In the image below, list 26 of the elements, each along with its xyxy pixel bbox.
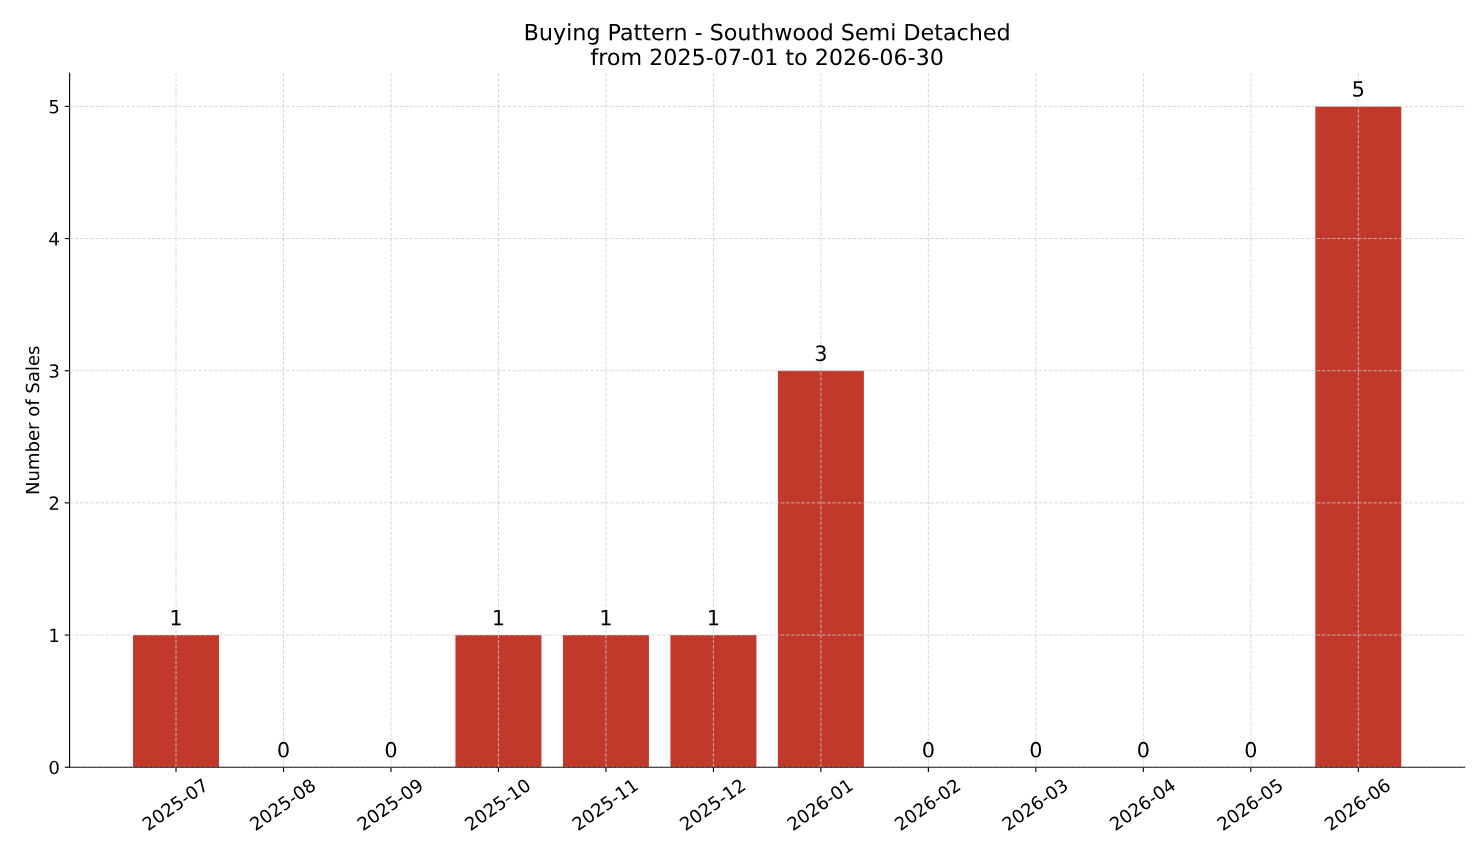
data-label: 3 [815, 345, 826, 362]
data-label: 1 [709, 609, 719, 626]
y-tick-label: 4 [49, 232, 59, 246]
chart-title: Buying Pattern - Southwood Semi Detached from 2025-07-01 to 2026-06-30 [525, 23, 1009, 66]
data-label: 0 [385, 741, 397, 758]
bar [455, 635, 542, 768]
bar [133, 635, 220, 768]
data-label: 5 [1353, 81, 1364, 97]
data-label: 1 [601, 609, 611, 626]
data-label: 1 [494, 609, 504, 626]
bar [670, 635, 757, 768]
data-label: 0 [1245, 741, 1257, 758]
y-tick-label: 0 [49, 760, 59, 775]
data-label: 0 [1138, 741, 1149, 758]
y-tick-label: 2 [49, 496, 59, 510]
data-label: 1 [171, 609, 181, 626]
bar [777, 370, 864, 768]
bar [1315, 106, 1402, 768]
y-axis-title: Number of Sales [25, 346, 40, 494]
data-label: 0 [1030, 741, 1042, 758]
y-tick-label: 5 [49, 100, 59, 114]
y-tick-label: 3 [49, 364, 59, 378]
data-label: 0 [278, 741, 289, 758]
y-tick-label: 1 [50, 628, 59, 642]
data-label: 0 [923, 741, 934, 758]
bar [562, 635, 649, 768]
